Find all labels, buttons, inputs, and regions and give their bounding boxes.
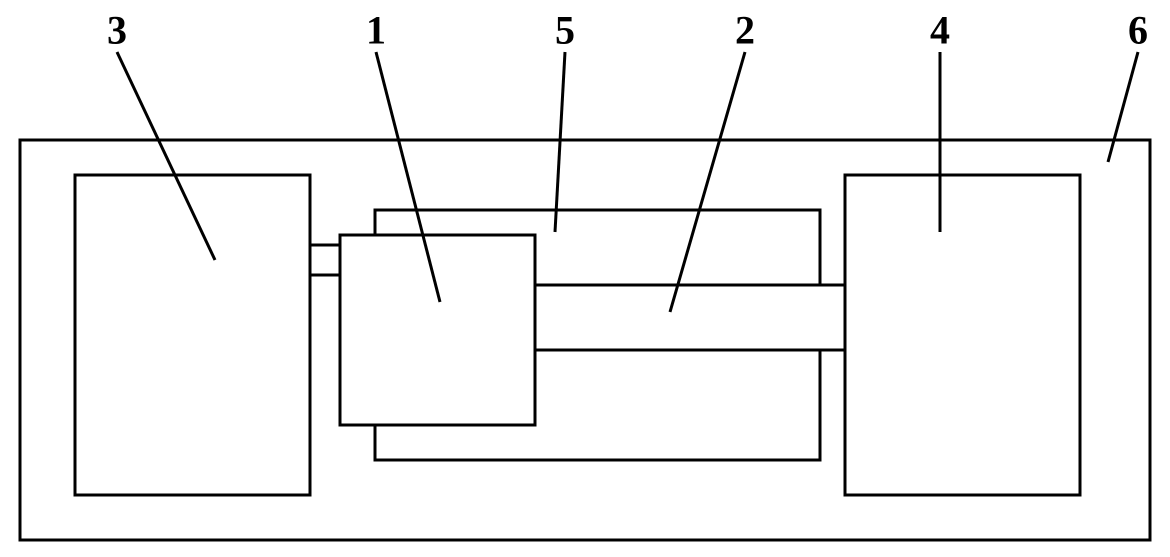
callout-label-1: 1 bbox=[366, 7, 386, 54]
callout-label-3: 3 bbox=[107, 7, 127, 54]
diagram-svg bbox=[0, 0, 1170, 557]
shape-left_block_3 bbox=[75, 175, 310, 495]
diagram-stage: 3 1 5 2 4 6 bbox=[0, 0, 1170, 557]
shape-channel_2 bbox=[535, 285, 845, 350]
shape-sub_block_1 bbox=[340, 235, 535, 425]
callout-label-4: 4 bbox=[930, 7, 950, 54]
callout-label-2: 2 bbox=[735, 7, 755, 54]
callout-label-5: 5 bbox=[555, 7, 575, 54]
callout-label-6: 6 bbox=[1128, 7, 1148, 54]
shape-stub_1_left bbox=[310, 245, 340, 275]
shape-right_block_4 bbox=[845, 175, 1080, 495]
